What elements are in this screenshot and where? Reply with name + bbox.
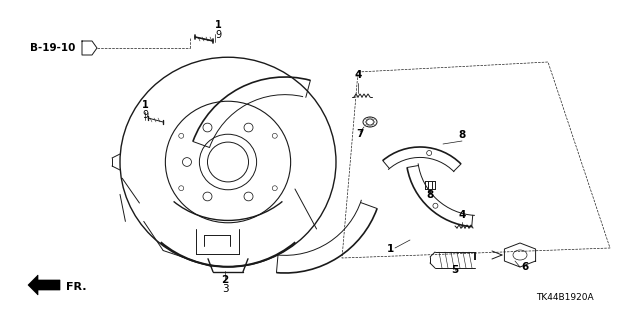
Text: 7: 7 — [356, 129, 364, 139]
Text: 1: 1 — [387, 244, 394, 254]
Text: TK44B1920A: TK44B1920A — [536, 293, 594, 302]
Text: 3: 3 — [221, 284, 228, 294]
Text: 5: 5 — [451, 265, 459, 275]
Text: 4: 4 — [458, 210, 466, 220]
Text: FR.: FR. — [66, 282, 86, 292]
Text: 8: 8 — [426, 190, 434, 200]
Text: 9: 9 — [142, 110, 148, 120]
Text: 4: 4 — [355, 70, 362, 80]
Text: 1: 1 — [214, 20, 221, 30]
Text: B-19-10: B-19-10 — [30, 43, 76, 53]
Polygon shape — [28, 275, 60, 295]
Text: 8: 8 — [458, 130, 466, 140]
Text: 2: 2 — [221, 275, 228, 285]
Text: 6: 6 — [522, 262, 529, 272]
Text: 1: 1 — [141, 100, 148, 110]
Text: 9: 9 — [215, 30, 221, 40]
